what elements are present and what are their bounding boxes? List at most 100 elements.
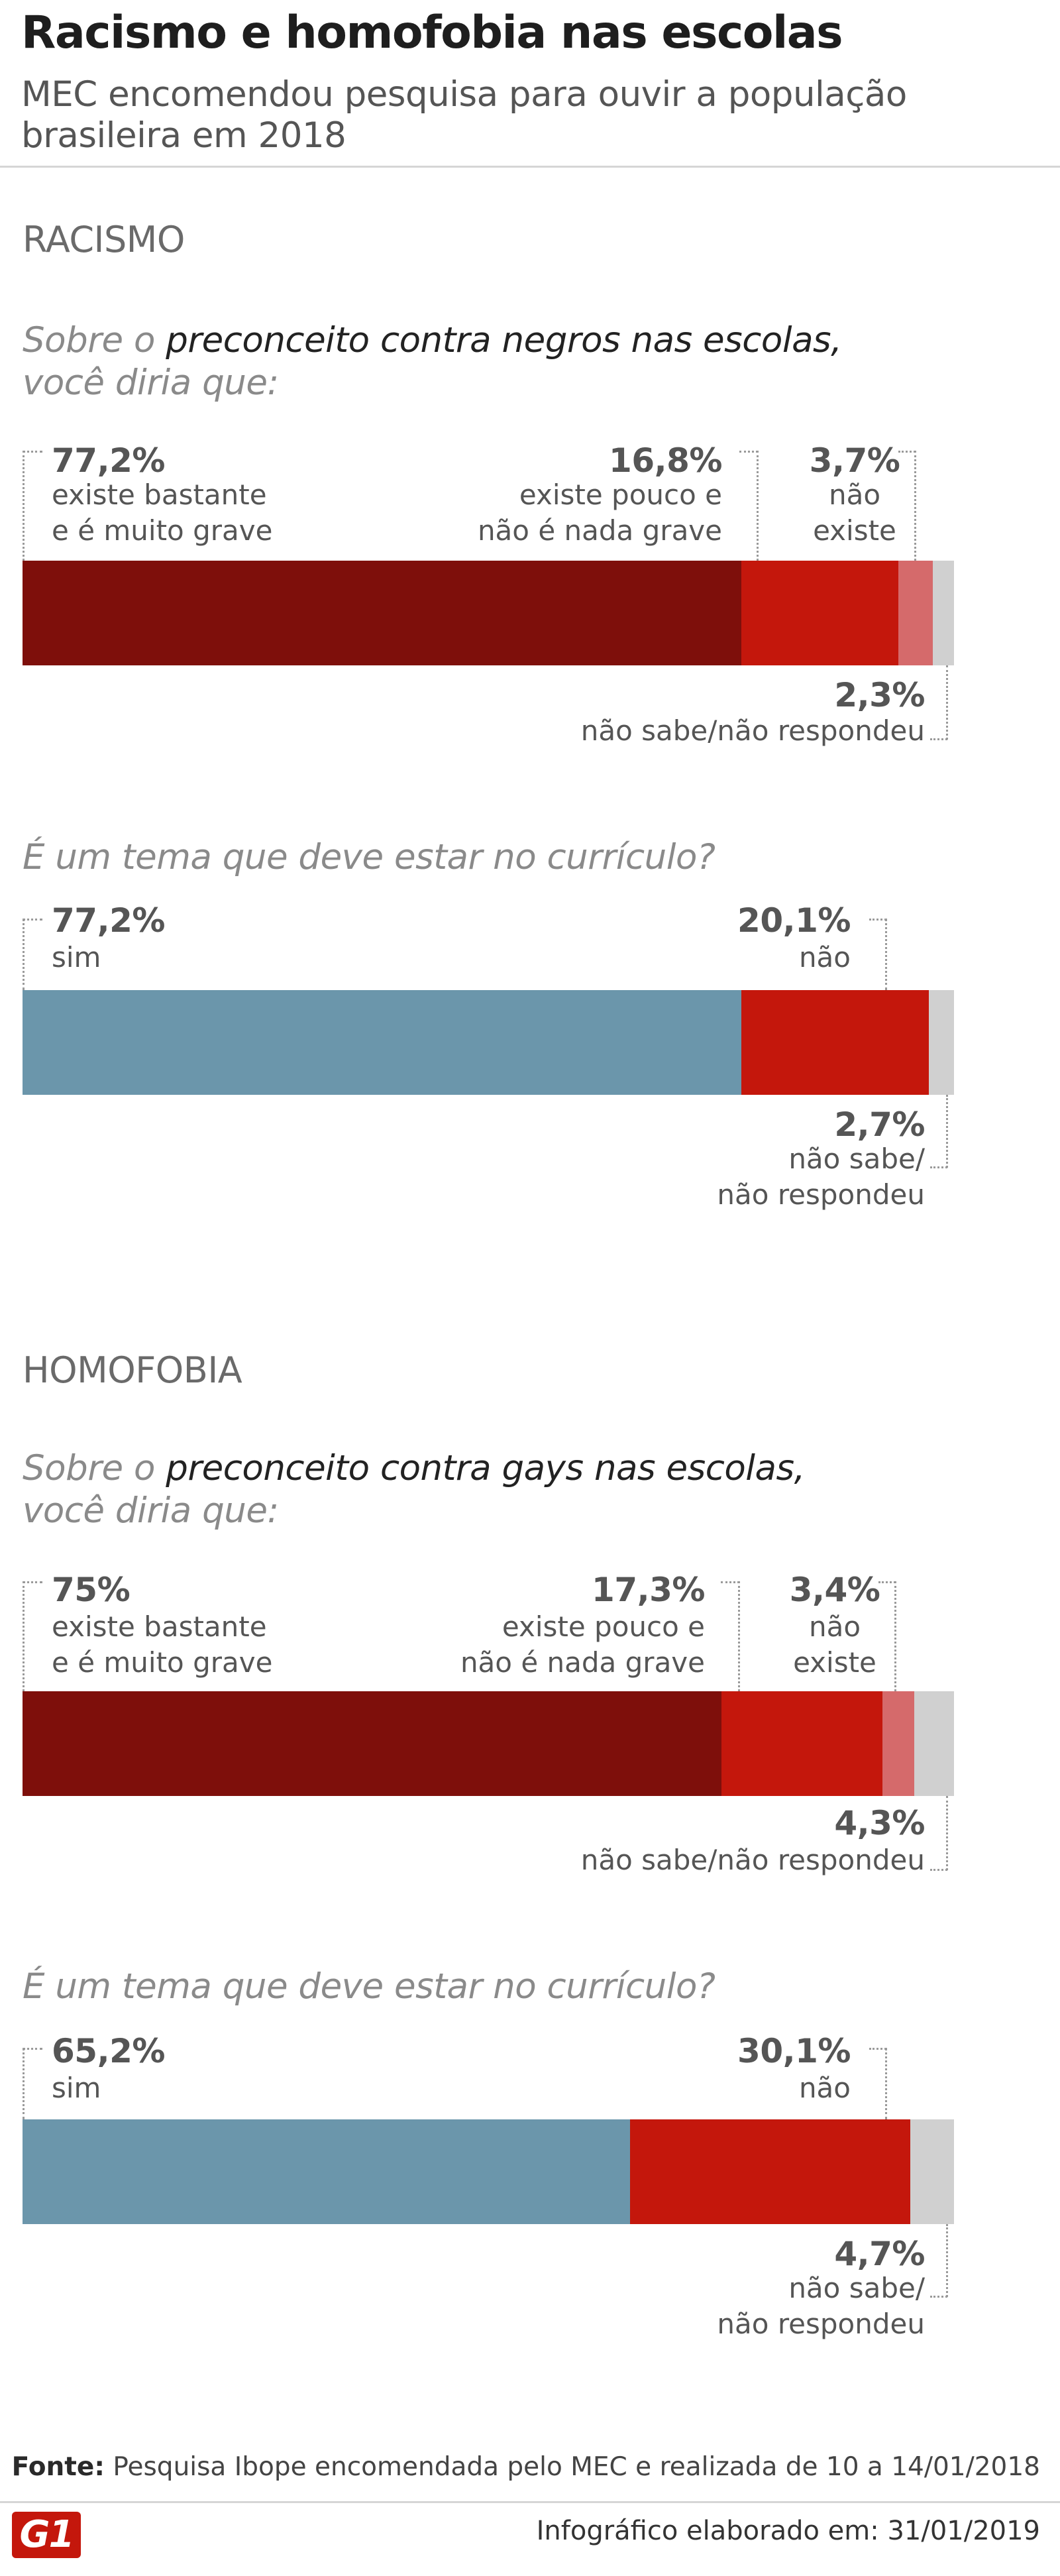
question-racismo-2: É um tema que deve estar no currículo? — [23, 837, 716, 877]
leader-line — [914, 451, 916, 561]
g1-logo: G1 — [12, 2512, 81, 2558]
page-title: Racismo e homofobia nas escolas — [21, 7, 843, 59]
section-title-racismo: RACISMO — [23, 219, 185, 260]
label-pct-nao: 20,1% — [737, 901, 851, 940]
leader-line — [738, 1581, 740, 1691]
label-pct-nao-sabe: 4,3% — [834, 1804, 925, 1842]
footer-date: Infográfico elaborado em: 31/01/2019 — [537, 2516, 1040, 2546]
bar-segment-1 — [721, 1691, 882, 1796]
date-value: 31/01/2019 — [878, 2516, 1040, 2546]
leader-line — [878, 1581, 896, 1583]
label-pct-nao-sabe: 2,3% — [834, 676, 925, 714]
leader-line — [885, 2048, 887, 2119]
question-suffix: você diria que: — [23, 363, 279, 403]
bar-segment-0 — [23, 1691, 721, 1796]
section-title-homofobia: HOMOFOBIA — [23, 1349, 242, 1391]
question-highlight: preconceito contra negros nas escolas, — [166, 320, 842, 361]
label-pct-nao: 30,1% — [737, 2032, 851, 2070]
label-nao: não — [798, 2072, 851, 2104]
leader-line — [23, 919, 42, 921]
label-existe-bastante-l1: existe bastante — [52, 1610, 267, 1643]
label-pct-existe-bastante: 77,2% — [52, 441, 165, 480]
bar-segment-0 — [23, 561, 742, 665]
label-nao-sabe-l1: não sabe/ — [788, 2272, 925, 2304]
label-existe-pouco-l1: existe pouco e — [502, 1610, 705, 1643]
label-nao-sabe-l2: não respondeu — [717, 2308, 925, 2340]
bar-segment-2 — [910, 2119, 954, 2224]
question-racismo-1: Sobre o preconceito contra negros nas es… — [23, 319, 842, 404]
label-pct-sim: 77,2% — [52, 901, 165, 940]
leader-line — [23, 2048, 25, 2119]
bar-segment-2 — [929, 990, 954, 1095]
bar-segment-3 — [932, 561, 954, 665]
leader-line — [739, 451, 758, 453]
label-nao-existe-l2: existe — [813, 514, 896, 547]
stacked-bar-racismo-curriculo — [23, 990, 954, 1095]
question-highlight: preconceito contra gays nas escolas, — [166, 1448, 805, 1488]
question-homofobia-1: Sobre o preconceito contra gays nas esco… — [23, 1447, 805, 1532]
bar-segment-0 — [23, 2119, 630, 2224]
page-subtitle: MEC encomendou pesquisa para ouvir a pop… — [21, 74, 907, 156]
leader-line — [23, 451, 42, 453]
label-existe-pouco-l2: não é nada grave — [460, 1646, 705, 1679]
label-existe-bastante-l2: e é muito grave — [52, 1646, 273, 1679]
leader-line — [23, 1581, 42, 1583]
source-text: Pesquisa Ibope encomendada pelo MEC e re… — [104, 2452, 1040, 2482]
label-existe-pouco-l1: existe pouco e — [519, 478, 722, 511]
label-pct-sim: 65,2% — [52, 2032, 165, 2070]
bar-segment-2 — [882, 1691, 914, 1796]
source-note: Fonte: Pesquisa Ibope encomendada pelo M… — [12, 2452, 1040, 2482]
label-existe-bastante-l1: existe bastante — [52, 478, 267, 511]
header-divider — [0, 166, 1060, 168]
leader-line — [894, 1581, 896, 1691]
leader-line — [946, 665, 948, 740]
label-nao-existe-l1: não — [828, 478, 881, 511]
leader-line — [23, 2048, 42, 2050]
label-nao-sabe-l2: não respondeu — [717, 1178, 925, 1211]
label-pct-nao-existe: 3,4% — [789, 1571, 880, 1609]
footer-divider — [0, 2501, 1060, 2503]
leader-line — [930, 738, 947, 740]
bar-segment-2 — [898, 561, 933, 665]
question-prefix: Sobre o — [23, 1448, 166, 1488]
leader-line — [930, 1869, 947, 1871]
question-homofobia-2: É um tema que deve estar no currículo? — [23, 1966, 716, 2007]
label-pct-existe-pouco: 17,3% — [592, 1571, 705, 1609]
label-pct-nao-sabe: 2,7% — [834, 1105, 925, 1144]
question-suffix: você diria que: — [23, 1490, 279, 1531]
label-nao: não — [798, 941, 851, 974]
bar-segment-0 — [23, 990, 742, 1095]
bar-segment-1 — [741, 990, 929, 1095]
label-nao-sabe: não sabe/não respondeu — [580, 1844, 925, 1876]
label-pct-nao-sabe: 4,7% — [834, 2235, 925, 2273]
bar-segment-1 — [629, 2119, 910, 2224]
leader-line — [885, 919, 887, 990]
leader-line — [23, 919, 25, 990]
stacked-bar-homofobia-preconceito — [23, 1691, 954, 1796]
label-sim: sim — [52, 2072, 101, 2104]
leader-line — [946, 1796, 948, 1870]
label-pct-nao-existe: 3,7% — [809, 441, 900, 480]
label-nao-sabe-l1: não sabe/ — [788, 1143, 925, 1175]
leader-line — [930, 2296, 947, 2298]
label-nao-existe-l1: não — [808, 1610, 861, 1643]
source-label: Fonte: — [11, 2452, 105, 2482]
leader-line — [898, 451, 916, 453]
label-pct-existe-pouco: 16,8% — [609, 441, 722, 480]
bar-segment-3 — [914, 1691, 954, 1796]
leader-line — [23, 1581, 25, 1691]
stacked-bar-homofobia-curriculo — [23, 2119, 954, 2224]
question-prefix: Sobre o — [23, 320, 166, 361]
leader-line — [930, 1166, 947, 1168]
date-label: Infográfico elaborado em: — [536, 2516, 879, 2546]
label-sim: sim — [52, 941, 101, 974]
label-pct-existe-bastante: 75% — [52, 1571, 131, 1609]
leader-line — [23, 451, 25, 561]
stacked-bar-racismo-preconceito — [23, 561, 954, 665]
leader-line — [721, 1581, 739, 1583]
label-existe-pouco-l2: não é nada grave — [477, 514, 722, 547]
leader-line — [869, 919, 886, 921]
leader-line — [869, 2048, 886, 2050]
leader-line — [757, 451, 759, 561]
leader-line — [946, 1095, 948, 1168]
